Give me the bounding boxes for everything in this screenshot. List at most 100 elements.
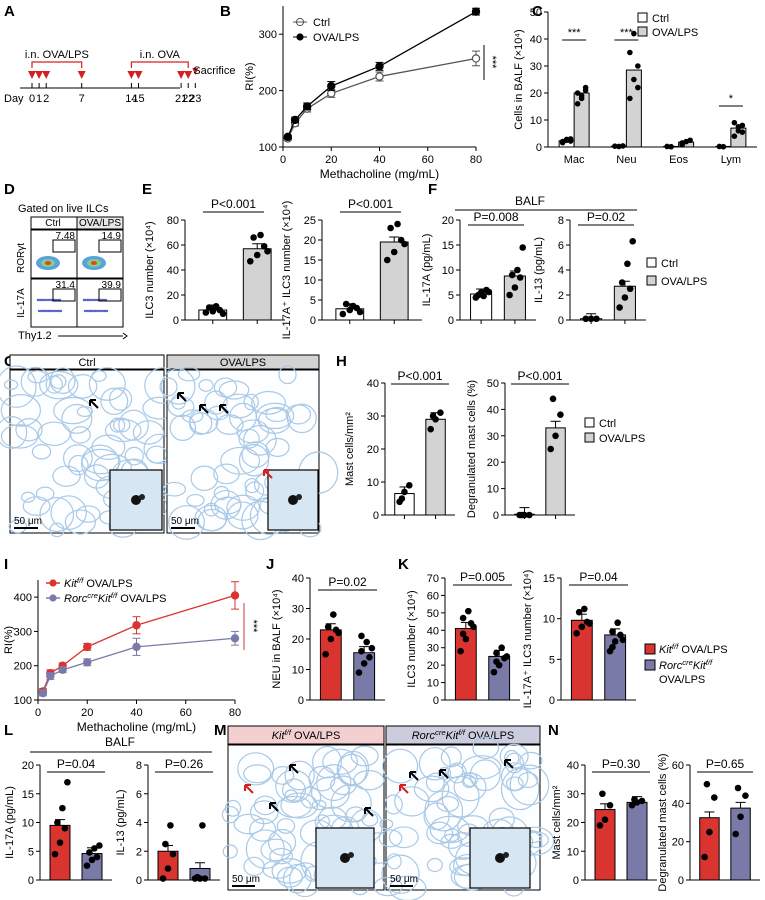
alveolus (257, 407, 291, 434)
data-point (664, 143, 670, 150)
alveolus (160, 368, 196, 405)
data-point (465, 607, 472, 615)
y-tick-label: 20 (567, 818, 579, 830)
group-header-box (166, 354, 320, 370)
group-header: Ctrl (78, 357, 95, 369)
data-point (264, 247, 271, 255)
flow-dot (44, 298, 48, 302)
alveolus (52, 465, 81, 487)
p-value: P=0.04 (57, 757, 96, 771)
data-point (162, 840, 169, 848)
arrow-icon (199, 404, 209, 414)
bracket (31, 61, 83, 68)
flow-dot (40, 298, 44, 302)
y-tick-label: 30 (367, 411, 379, 423)
flow-title: Gated on live ILCs (18, 203, 109, 215)
data-point (358, 632, 365, 640)
y-tick-label: 30 (292, 604, 304, 616)
alveolus (39, 370, 79, 400)
data-point (253, 251, 261, 259)
y-tick-label: 60 (167, 240, 179, 252)
x-axis-title: Methacholine (mg/mL) (77, 720, 196, 734)
legend-label: RorccreKitf/f OVA/LPS (64, 591, 167, 606)
data-point (573, 630, 580, 637)
row-label: IL-17A (16, 288, 27, 318)
y-tick-label: 5 (448, 290, 454, 302)
y-tick-label: 5 (310, 295, 316, 307)
flow-dot (47, 309, 51, 313)
panel-letter: H (336, 353, 347, 370)
flow-axis-label: Thy1.2 (18, 330, 52, 342)
alveolus (509, 764, 550, 806)
arrow-icon (177, 392, 187, 402)
data-point (427, 425, 434, 433)
sacrifice-label: Sacrifice (193, 65, 235, 77)
data-point (132, 642, 141, 652)
y-axis-title: Degranulated mast cells (%) (657, 753, 669, 891)
x-tick-label: 60 (180, 707, 192, 719)
group-header-box (385, 725, 541, 745)
data-point (88, 856, 96, 864)
y-tick-label: 30 (530, 61, 542, 73)
mast-cell (131, 495, 141, 505)
data-point (621, 294, 629, 301)
data-point (611, 638, 619, 645)
data-point (437, 409, 444, 417)
alveolus (276, 818, 296, 834)
data-point (606, 801, 614, 809)
data-point (735, 123, 742, 130)
data-point (732, 830, 739, 838)
day-label: 22 (182, 93, 194, 105)
flow-dot (59, 309, 63, 313)
data-point (54, 819, 61, 826)
alveolus (271, 766, 295, 785)
x-tick-label: 60 (422, 154, 434, 166)
alveolus (31, 443, 52, 460)
data-point (716, 143, 723, 150)
data-point (503, 653, 511, 660)
x-tick-label: Lym (721, 154, 741, 166)
alveolus (108, 387, 133, 411)
y-tick-label: 10 (292, 665, 304, 677)
data-point (620, 143, 626, 149)
flow-dot (86, 298, 90, 302)
data-point (635, 84, 641, 91)
alveolus (159, 377, 178, 397)
data-point (471, 7, 481, 16)
data-point (349, 302, 357, 310)
panel-letter: M (214, 722, 227, 739)
legend-label: Kitf/f OVA/LPS (659, 642, 728, 657)
alveolus (100, 387, 129, 416)
y-tick-label: 30 (427, 643, 439, 655)
data-point (459, 614, 467, 622)
data-point (581, 605, 588, 613)
panel-letter: N (548, 722, 559, 739)
y-tick-label: 70 (427, 573, 439, 585)
alveolus (350, 745, 379, 767)
legend-swatch (584, 432, 595, 443)
data-point (731, 119, 738, 126)
alveolus (243, 764, 272, 784)
flow-dot (103, 309, 107, 313)
y-tick-label: 100 (14, 695, 32, 707)
data-point (624, 260, 631, 268)
data-point (516, 274, 524, 281)
data-point (330, 611, 337, 618)
y-tick-label: 10 (530, 115, 542, 127)
y-tick-label: 0 (448, 315, 454, 327)
data-point (547, 445, 554, 453)
day-label: 1 (36, 93, 42, 105)
day-label: 21 (175, 93, 187, 105)
data-point (552, 432, 559, 440)
gate-percentage: 14.9 (102, 231, 122, 242)
x-tick-label: 80 (470, 154, 482, 166)
alveolus (84, 464, 110, 489)
flow-dot (37, 309, 41, 313)
alveolus (426, 857, 443, 873)
x-tick-label: 20 (325, 154, 337, 166)
alveolus (237, 752, 275, 786)
significance-marker: *** (247, 620, 259, 634)
arrow-icon (244, 784, 254, 794)
y-axis-title: IL-13 (pg/mL) (115, 789, 127, 855)
alveolus (0, 394, 42, 427)
